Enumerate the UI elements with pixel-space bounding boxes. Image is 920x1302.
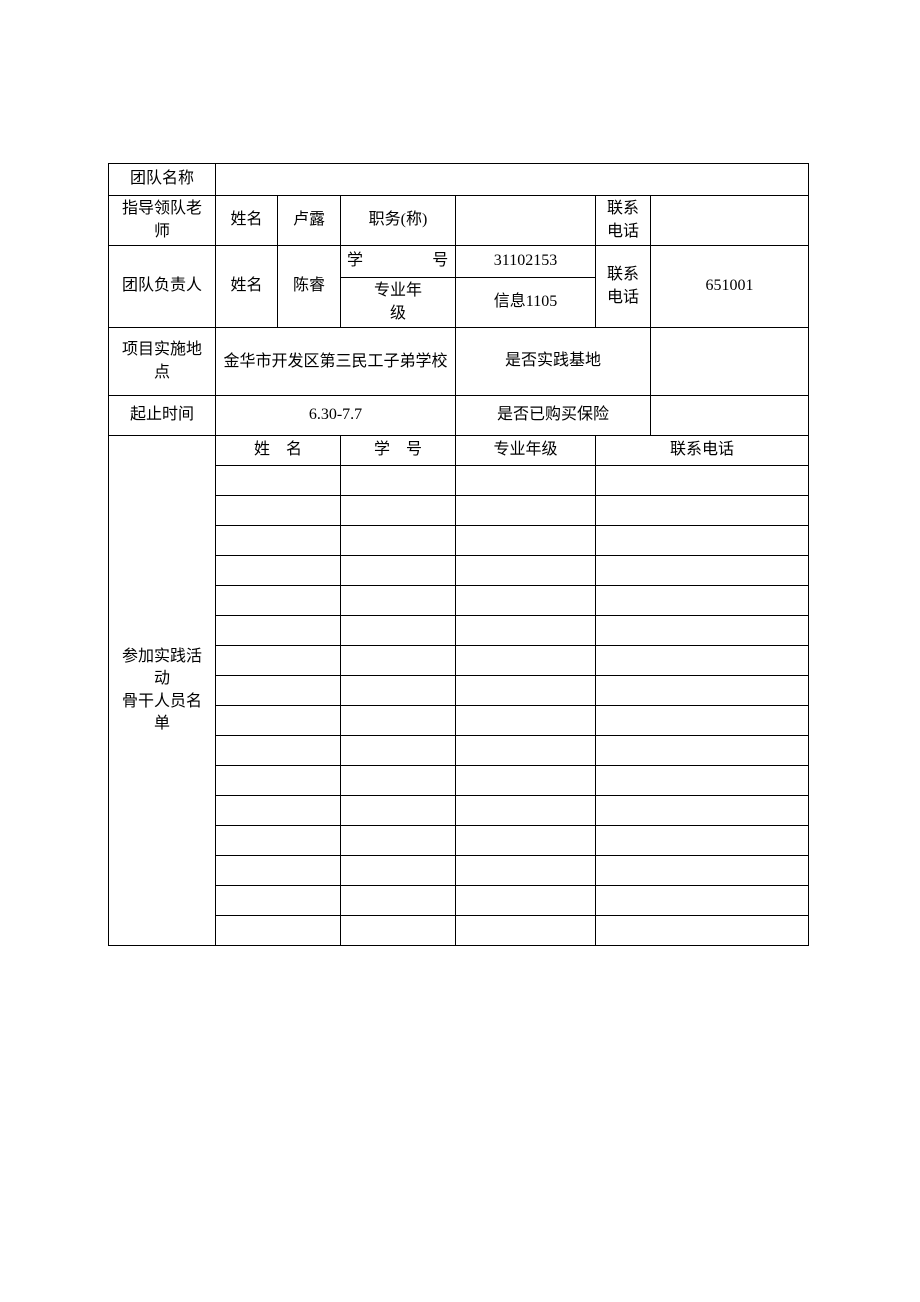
label-advisor-name: 姓名 — [216, 196, 278, 246]
table-row — [216, 706, 341, 736]
table-row — [216, 916, 341, 946]
col-member-major-year: 专业年级 — [456, 436, 596, 466]
label-leader: 团队负责人 — [109, 246, 216, 328]
value-leader-student-id: 31102153 — [456, 246, 596, 278]
label-team-name: 团队名称 — [109, 164, 216, 196]
table-row — [216, 616, 341, 646]
label-leader-phone: 联系电话 — [596, 246, 651, 328]
table-row — [341, 766, 456, 796]
label-members: 参加实践活动骨干人员名单 — [109, 436, 216, 946]
table-row — [456, 706, 596, 736]
table-row — [456, 556, 596, 586]
table-row — [596, 676, 809, 706]
table-row — [216, 796, 341, 826]
label-advisor-phone: 联系电话 — [596, 196, 651, 246]
value-location: 金华市开发区第三民工子弟学校 — [216, 328, 456, 396]
table-row — [596, 706, 809, 736]
table-row — [341, 556, 456, 586]
table-row — [216, 676, 341, 706]
table-row — [596, 466, 809, 496]
table-row — [341, 826, 456, 856]
value-advisor-phone — [651, 196, 809, 246]
table-row — [341, 886, 456, 916]
table-row — [341, 916, 456, 946]
label-is-base: 是否实践基地 — [456, 328, 651, 396]
table-row — [341, 586, 456, 616]
table-row — [596, 826, 809, 856]
table-row — [216, 856, 341, 886]
label-advisor-position: 职务(称) — [341, 196, 456, 246]
table-row — [456, 796, 596, 826]
table-row — [456, 916, 596, 946]
table-row — [596, 646, 809, 676]
table-row — [596, 796, 809, 826]
table-row — [341, 466, 456, 496]
table-row — [341, 676, 456, 706]
label-duration: 起止时间 — [109, 396, 216, 436]
table-row — [216, 886, 341, 916]
label-insured: 是否已购买保险 — [456, 396, 651, 436]
table-row — [596, 526, 809, 556]
table-row — [456, 856, 596, 886]
table-row — [596, 556, 809, 586]
value-leader-name: 陈睿 — [278, 246, 341, 328]
table-row — [216, 766, 341, 796]
table-row — [341, 796, 456, 826]
table-row — [216, 496, 341, 526]
value-leader-phone: 651001 — [651, 246, 809, 328]
table-row — [341, 616, 456, 646]
table-row — [216, 646, 341, 676]
label-leader-student-id: 学 号 — [341, 246, 456, 278]
table-row — [456, 646, 596, 676]
table-row — [341, 496, 456, 526]
value-team-name — [216, 164, 809, 196]
label-location: 项目实施地点 — [109, 328, 216, 396]
table-row — [216, 526, 341, 556]
table-row — [216, 736, 341, 766]
value-advisor-position — [456, 196, 596, 246]
value-leader-major-year: 信息1105 — [456, 278, 596, 328]
table-row — [456, 616, 596, 646]
table-row — [341, 526, 456, 556]
table-row — [596, 736, 809, 766]
table-row — [456, 496, 596, 526]
table-row — [456, 766, 596, 796]
table-row — [596, 916, 809, 946]
table-row — [456, 886, 596, 916]
table-row — [341, 736, 456, 766]
table-row — [596, 886, 809, 916]
value-advisor-name: 卢露 — [278, 196, 341, 246]
col-member-phone: 联系电话 — [596, 436, 809, 466]
table-row — [456, 526, 596, 556]
col-member-student-id: 学 号 — [341, 436, 456, 466]
table-row — [456, 736, 596, 766]
table-row — [341, 706, 456, 736]
table-row — [456, 466, 596, 496]
table-row — [456, 826, 596, 856]
table-row — [216, 826, 341, 856]
value-insured — [651, 396, 809, 436]
label-advisor: 指导领队老师 — [109, 196, 216, 246]
table-row — [456, 586, 596, 616]
table-row — [216, 466, 341, 496]
table-row — [596, 496, 809, 526]
table-row — [596, 616, 809, 646]
value-duration: 6.30-7.7 — [216, 396, 456, 436]
table-row — [596, 856, 809, 886]
table-row — [216, 586, 341, 616]
table-row — [456, 676, 596, 706]
page: 团队名称 指导领队老师 姓名 卢露 职务(称) 联系电话 团队负责人 姓名 陈睿… — [0, 0, 920, 1302]
table-row — [596, 586, 809, 616]
table-row — [341, 646, 456, 676]
form-table: 团队名称 指导领队老师 姓名 卢露 职务(称) 联系电话 团队负责人 姓名 陈睿… — [108, 163, 809, 946]
table-row — [341, 856, 456, 886]
value-is-base — [651, 328, 809, 396]
label-leader-name: 姓名 — [216, 246, 278, 328]
table-row — [216, 556, 341, 586]
label-leader-major-year: 专业年级 — [341, 278, 456, 328]
table-row — [596, 766, 809, 796]
col-member-name: 姓 名 — [216, 436, 341, 466]
